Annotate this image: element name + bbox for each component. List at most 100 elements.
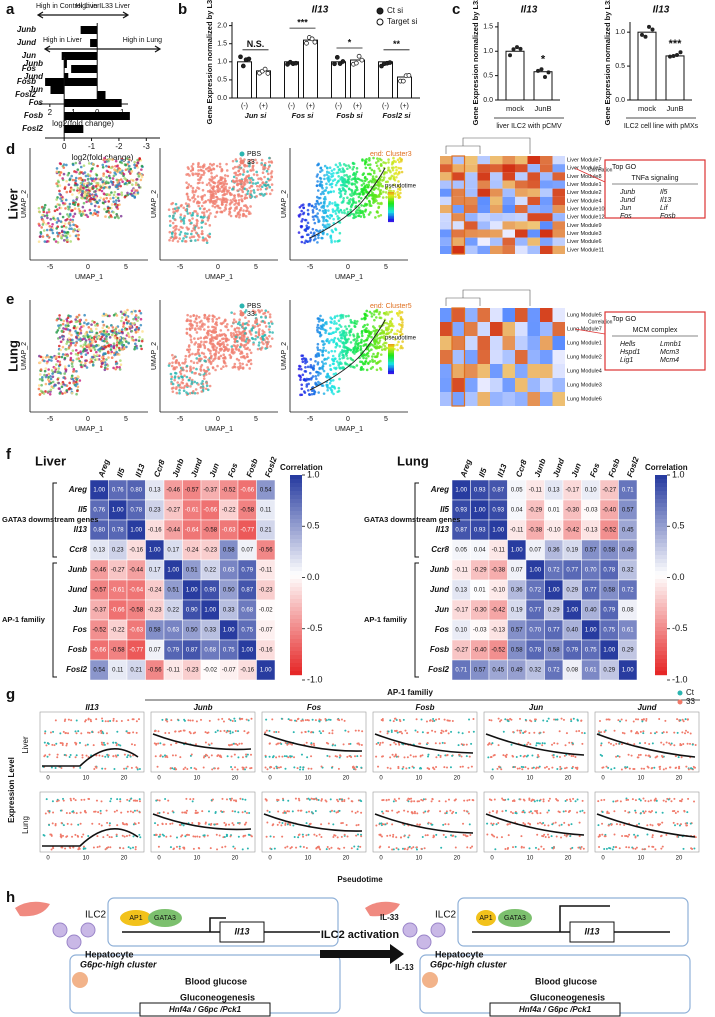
cell-dot: [248, 329, 252, 333]
cell-dot: [133, 160, 136, 164]
cell-dot: [105, 337, 108, 341]
cell-dot: [316, 229, 319, 233]
cell-dot: [83, 192, 87, 196]
cell-dot: [42, 392, 46, 395]
cell-dot: [243, 322, 247, 326]
module-label: Lung Module1: [567, 340, 602, 346]
heat-cell: [552, 180, 565, 189]
cell-dot: [334, 163, 338, 167]
cell-dot: [331, 208, 335, 211]
cell-dot: [184, 240, 188, 243]
colorbar-step: [290, 499, 302, 504]
cell-dot: [84, 359, 87, 362]
cell-value: 0.01: [474, 588, 486, 594]
cell-dot: [244, 309, 248, 312]
cell-dot: [211, 366, 215, 370]
cell-dot: [338, 377, 341, 381]
replicate-dot: [406, 73, 412, 78]
cell-dot: [223, 200, 226, 204]
cell-value: -0.13: [491, 628, 505, 634]
cell-dot: [232, 321, 235, 324]
cell-dot: [101, 183, 105, 187]
cell-dot: [77, 313, 81, 317]
cell-value: 0.49: [511, 668, 523, 674]
cell-value: 0.13: [548, 488, 560, 494]
cell-dot: [315, 175, 319, 178]
cell-value: -0.27: [111, 568, 125, 574]
replicate-dot: [671, 54, 676, 59]
cell-dot: [262, 342, 265, 346]
cell-dot: [82, 324, 85, 328]
cell-dot: [195, 352, 198, 356]
cell-dot: [79, 329, 83, 332]
cell-dot: [207, 314, 211, 318]
colorbar-step: [388, 199, 394, 202]
cell-dot: [266, 167, 270, 171]
colorbar-step: [290, 523, 302, 528]
module-label: Lung Module5: [567, 312, 602, 318]
cell-dot: [107, 165, 111, 169]
cell-dot: [75, 382, 79, 386]
colorbar-step: [388, 213, 394, 215]
cell-dot: [203, 193, 206, 197]
colorbar-step: [655, 671, 667, 676]
cell-dot: [58, 212, 62, 216]
cell-dot: [115, 178, 119, 182]
cell-value: -0.42: [491, 608, 505, 614]
cell-dot: [245, 178, 249, 182]
cell-dot: [366, 323, 369, 326]
cell-dot: [117, 166, 121, 170]
module-label: Lung Module2: [567, 354, 602, 360]
cell-dot: [247, 176, 251, 180]
cell-dot: [110, 166, 113, 170]
cell-dot: [312, 388, 315, 392]
heat-cell: [540, 213, 553, 222]
cell-dot: [379, 192, 383, 195]
cell-dot: [268, 330, 272, 334]
cell-dot: [119, 214, 123, 218]
row-header: Areg: [68, 485, 87, 494]
cell-dot: [76, 186, 80, 190]
cell-dot: [188, 328, 192, 332]
cell-dot: [323, 174, 326, 177]
y-tick-label: 1.5: [483, 24, 493, 31]
module-label: Liver Module8: [567, 174, 602, 180]
cell-dot: [368, 333, 372, 336]
colorbar-step: [388, 353, 394, 355]
cell-dot: [199, 325, 202, 328]
cell-dot: [258, 311, 261, 314]
cell-dot: [197, 343, 200, 346]
cell-dot: [131, 183, 134, 186]
cell-dot: [329, 388, 333, 391]
cell-dot: [269, 192, 272, 196]
cell-dot: [79, 331, 83, 335]
colorbar-step: [290, 635, 302, 640]
cell-dot: [206, 234, 210, 237]
cell-dot: [63, 222, 67, 225]
category-label: Fos: [22, 64, 37, 73]
highlight: [451, 155, 466, 255]
cell-dot: [178, 237, 181, 240]
cell-dot: [374, 216, 377, 219]
cell-dot: [115, 314, 119, 317]
cell-dot: [136, 161, 140, 165]
cell-dot: [234, 199, 238, 203]
cell-dot: [171, 216, 175, 220]
cell-dot: [223, 348, 227, 351]
cell-dot: [82, 182, 86, 186]
cell-dot: [125, 157, 129, 160]
cell-dot: [247, 360, 250, 363]
cell-dot: [336, 205, 339, 209]
cell-dot: [125, 345, 128, 349]
cell-dot: [133, 322, 136, 325]
cell-dot: [223, 177, 227, 181]
cell-dot: [209, 352, 212, 355]
colorbar-step: [388, 205, 394, 208]
cell-dot: [69, 218, 72, 222]
cell-dot: [347, 337, 350, 341]
cell-value: 0.32: [622, 568, 634, 574]
cell-dot: [373, 179, 377, 182]
cell-dot: [58, 184, 62, 187]
cell-dot: [60, 225, 64, 229]
